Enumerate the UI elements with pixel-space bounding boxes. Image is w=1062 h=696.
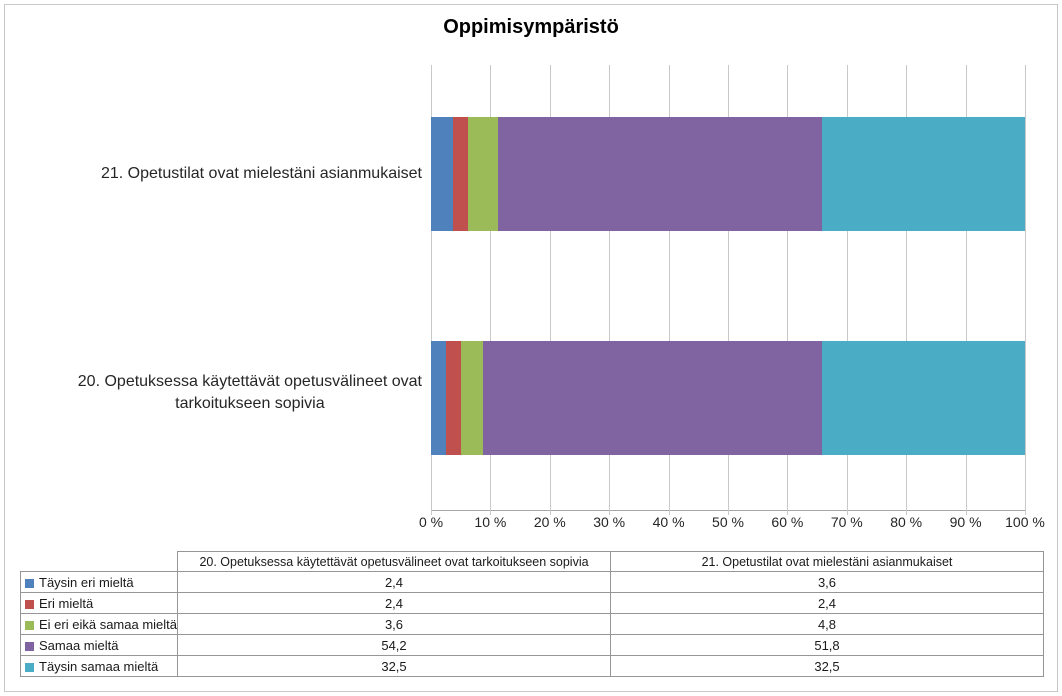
x-axis-tick-label: 50 % (712, 514, 744, 530)
x-axis-tick-label: 10 % (474, 514, 507, 530)
legend-cell-samaa-mielt: Samaa mieltä (20, 634, 178, 656)
x-axis-tick-label: 0 % (418, 514, 444, 530)
x-axis-tick-label: 80 % (890, 514, 923, 530)
x-axis-tick-label: 40 % (652, 514, 685, 530)
bar-segment-eri-mielt (453, 117, 469, 231)
legend-swatch (25, 662, 34, 672)
legend-swatch (25, 620, 34, 630)
bar-segment-samaa-mielt (483, 341, 822, 455)
legend-label: Eri mieltä (39, 595, 94, 611)
category-label-q20: 20. Opetuksessa käytettävät opetusväline… (77, 373, 422, 412)
table-row: Samaa mieltä 54,2 51,8 (20, 634, 1044, 656)
legend-cell-t-ysin-eri-mielt: Täysin eri mieltä (20, 571, 178, 593)
gridline (609, 65, 611, 515)
bar-segment-samaa-mielt (498, 117, 822, 231)
bar-segment-ei-eri-eik-samaa-mielt (460, 341, 484, 455)
table-column-header-q20: 20. Opetuksessa käytettävät opetusväline… (177, 551, 611, 572)
table-row: Eri mieltä 2,4 2,4 (20, 592, 1044, 614)
table-value-cell: 2,4 (177, 592, 611, 614)
plot-area (431, 65, 1026, 515)
legend-swatch (25, 578, 34, 588)
gridline (1025, 65, 1026, 515)
gridline (965, 65, 967, 515)
bar-segment-t-ysin-eri-mielt (431, 117, 454, 231)
table-row: Ei eri eikä samaa mieltä 3,6 4,8 (20, 613, 1044, 635)
data-table-body: Täysin eri mieltä 2,4 3,6 Eri mieltä 2,4 2,4 E… (20, 571, 1044, 677)
table-value-cell: 3,6 (610, 571, 1044, 593)
legend-swatch (25, 599, 34, 609)
bar-segment-t-ysin-samaa-mielt (821, 341, 1025, 455)
gridline (846, 65, 848, 515)
table-value-cell: 3,6 (177, 613, 611, 635)
x-axis-tick-label: 70 % (830, 514, 863, 530)
bar-segment-eri-mielt (445, 341, 461, 455)
gridline (549, 65, 551, 515)
legend-label: Samaa mieltä (39, 637, 119, 653)
gridline (906, 65, 908, 515)
legend-swatch (25, 641, 34, 651)
gridline (490, 65, 492, 515)
gridline (787, 65, 789, 515)
legend-cell-ei-eri-eik-samaa-mielt: Ei eri eikä samaa mieltä (20, 613, 178, 635)
legend-label: Täysin samaa mieltä (39, 658, 159, 674)
table-value-cell: 4,8 (610, 613, 1044, 635)
table-value-cell: 54,2 (177, 634, 611, 656)
gridline (431, 65, 432, 515)
legend-label: Ei eri eikä samaa mieltä (39, 616, 177, 632)
table-value-cell: 32,5 (177, 655, 611, 677)
stacked-bar-q20 (431, 341, 1025, 455)
table-row: Täysin samaa mieltä 32,5 32,5 (20, 655, 1044, 677)
gridline (668, 65, 670, 515)
table-value-cell: 32,5 (610, 655, 1044, 677)
x-axis-tick-label: 20 % (533, 514, 566, 530)
table-row: Täysin eri mieltä 2,4 3,6 (20, 571, 1044, 593)
data-table: 20. Opetuksessa käytettävät opetusväline… (20, 551, 1044, 677)
legend-label: Täysin eri mieltä (39, 574, 134, 590)
bar-segment-ei-eri-eik-samaa-mielt (468, 117, 499, 231)
gridline (728, 65, 729, 515)
legend-cell-t-ysin-samaa-mielt: Täysin samaa mieltä (20, 655, 178, 677)
table-value-cell: 2,4 (610, 592, 1044, 614)
legend-cell-eri-mielt: Eri mieltä (20, 592, 178, 614)
x-axis-tick-label: 100 % (1005, 514, 1045, 530)
x-axis-tick-label: 90 % (949, 514, 982, 530)
chart-title: Oppimisympäristö (443, 16, 619, 38)
table-column-header-q21: 21. Opetustilat ovat mielestäni asianmuk… (610, 551, 1044, 572)
table-corner-cell (20, 551, 178, 572)
category-label-q21: 21. Opetustilat ovat mielestäni asianmuk… (100, 165, 422, 182)
x-axis-tick-label: 60 % (771, 514, 804, 530)
x-axis-labels: 0 % 10 % 20 % 30 % 40 % 50 % 60 % 70 % 80 % 90 % 1… (419, 514, 1045, 534)
bar-segment-t-ysin-samaa-mielt (821, 117, 1025, 231)
table-header-row: 20. Opetuksessa käytettävät opetusväline… (20, 551, 1044, 572)
table-value-cell: 51,8 (610, 634, 1044, 656)
table-value-cell: 2,4 (177, 571, 611, 593)
x-axis-tick-label: 30 % (593, 514, 626, 530)
stacked-bar-q21 (431, 117, 1025, 231)
bar-segment-t-ysin-eri-mielt (431, 341, 446, 455)
